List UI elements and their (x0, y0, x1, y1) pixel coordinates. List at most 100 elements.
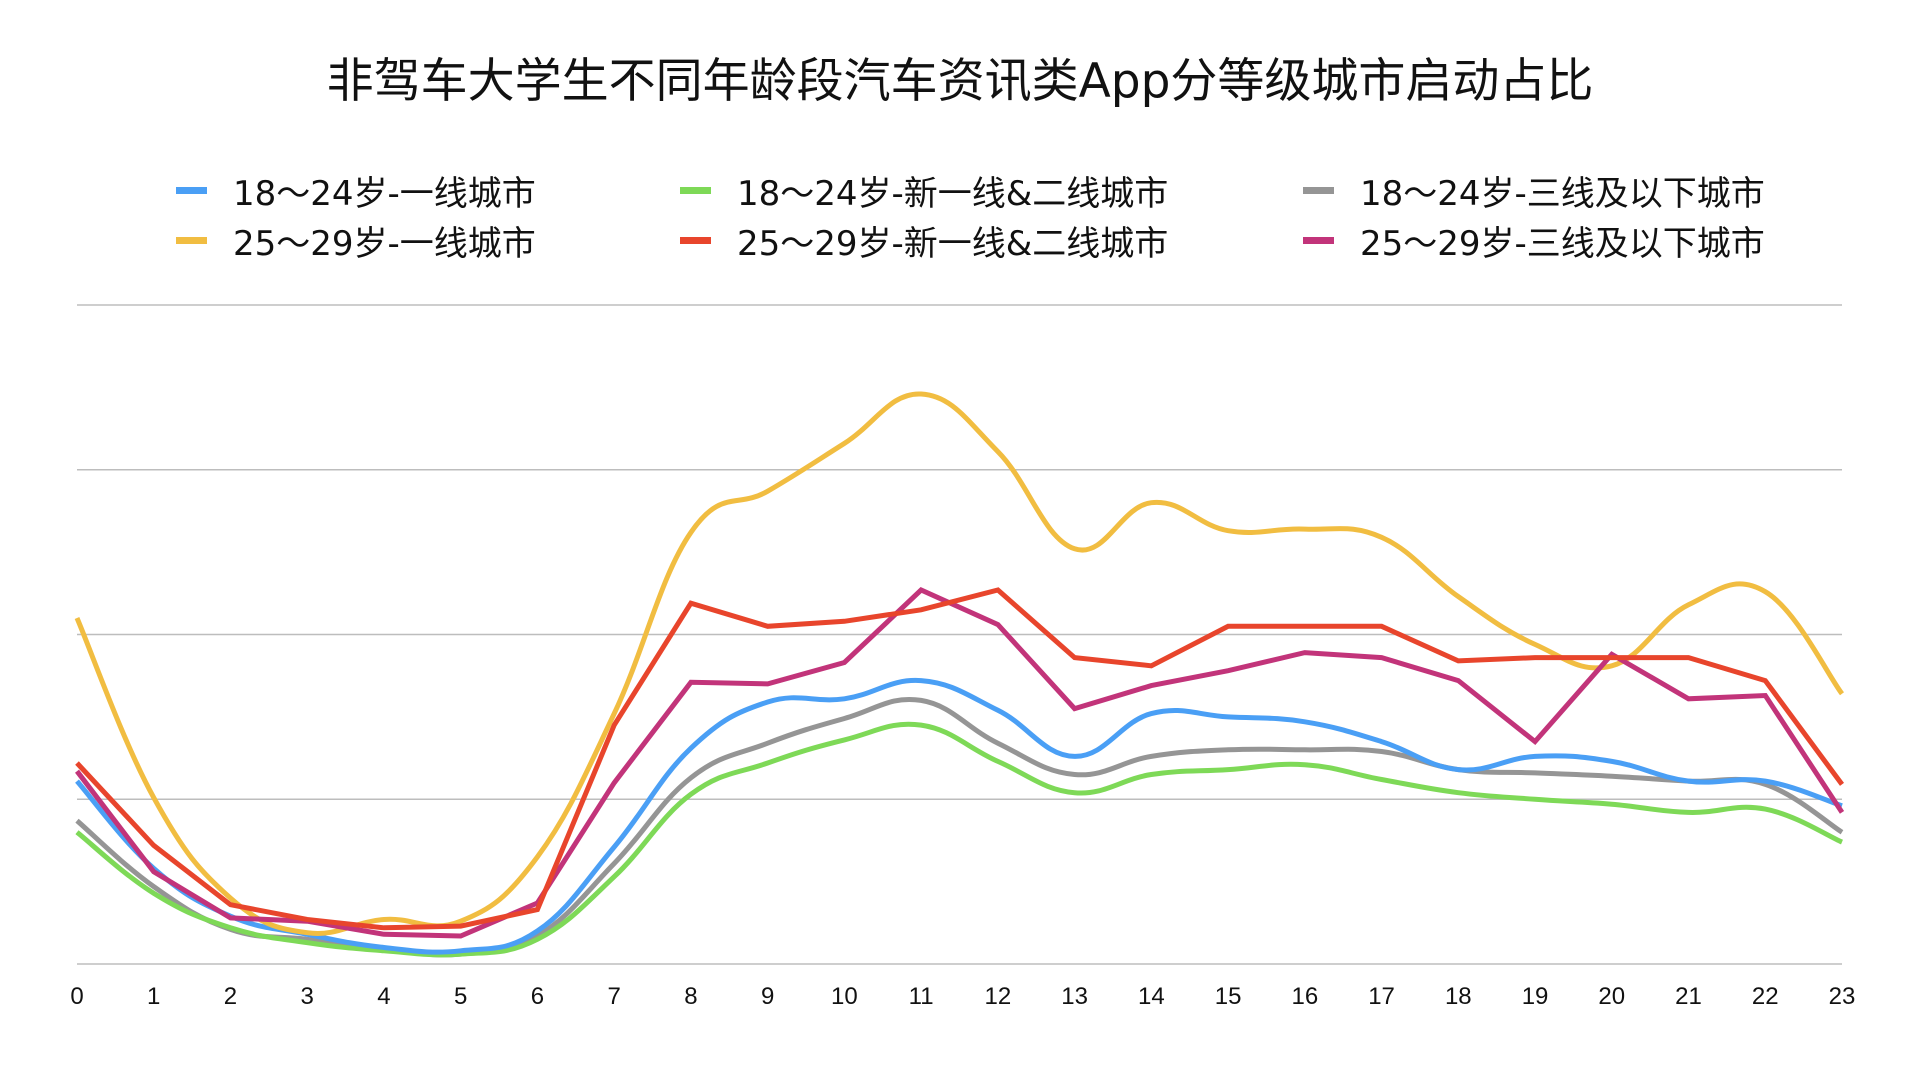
data-point (1839, 829, 1845, 835)
legend-label: 25～29岁-三线及以下城市 (1360, 223, 1765, 264)
x-tick-label: 13 (1061, 983, 1088, 1010)
data-point (1072, 546, 1078, 552)
data-point (1148, 772, 1154, 778)
x-tick-label: 1 (147, 983, 160, 1010)
data-point (1762, 693, 1768, 699)
data-point (688, 529, 694, 535)
data-point (1839, 809, 1845, 815)
series-line-1 (75, 721, 1844, 958)
data-point (841, 440, 847, 446)
series-lines (74, 391, 1845, 958)
x-tick-label: 21 (1675, 983, 1702, 1010)
data-point (1072, 706, 1078, 712)
data-point (1225, 623, 1231, 629)
data-point (611, 861, 617, 867)
data-point (1379, 623, 1385, 629)
x-tick-label: 4 (377, 983, 390, 1010)
data-point (611, 874, 617, 880)
data-point (381, 925, 387, 931)
data-point (1072, 753, 1078, 759)
data-point (1379, 777, 1385, 783)
data-point (1148, 500, 1154, 506)
data-point (1072, 790, 1078, 796)
data-point (1686, 655, 1692, 661)
data-point (918, 678, 924, 684)
x-tick-label: 8 (684, 983, 697, 1010)
data-point (1225, 668, 1231, 674)
data-point (611, 722, 617, 728)
data-point (1532, 641, 1538, 647)
data-point (458, 933, 464, 939)
x-tick-label: 5 (454, 983, 467, 1010)
data-point (1609, 655, 1615, 661)
data-point (458, 923, 464, 929)
data-point (74, 760, 80, 766)
legend-item-18-24-tier1[interactable]: 18～24岁-一线城市 (176, 170, 536, 214)
data-point (918, 391, 924, 397)
x-tick-label: 17 (1368, 983, 1395, 1010)
data-point (1455, 790, 1461, 796)
legend-label: 25～29岁-一线城市 (233, 223, 536, 264)
data-point (534, 928, 540, 934)
data-point (534, 936, 540, 942)
x-tick-label: 6 (531, 983, 544, 1010)
data-point (841, 618, 847, 624)
x-tick-label: 19 (1522, 983, 1549, 1010)
x-tick-label: 3 (301, 983, 314, 1010)
data-point (918, 607, 924, 613)
data-point (765, 760, 771, 766)
legend-item-18-24-tier3-below[interactable]: 18～24岁-三线及以下城市 (1303, 170, 1765, 214)
data-point (151, 795, 157, 801)
data-point (1302, 623, 1308, 629)
data-point (1225, 747, 1231, 753)
data-point (304, 917, 310, 923)
data-point (995, 622, 1001, 628)
data-point (1686, 778, 1692, 784)
legend-swatch (680, 186, 711, 194)
legend-swatch (680, 236, 711, 244)
data-point (1455, 594, 1461, 600)
data-point (688, 600, 694, 606)
legend-item-25-29-newtier1-tier2[interactable]: 25～29岁-新一线&二线城市 (680, 220, 1168, 264)
data-point (995, 587, 1001, 593)
data-point (1532, 770, 1538, 776)
data-point (228, 925, 234, 931)
legend-swatch (1303, 236, 1334, 244)
legend-swatch (1303, 186, 1334, 194)
legend-item-18-24-newtier1-tier2[interactable]: 18～24岁-新一线&二线城市 (680, 170, 1168, 214)
data-point (995, 449, 1001, 455)
data-point (1686, 602, 1692, 608)
data-point (74, 818, 80, 824)
legend-item-25-29-tier1[interactable]: 25～29岁-一线城市 (176, 220, 536, 264)
data-point (1302, 747, 1308, 753)
data-point (1609, 758, 1615, 764)
data-point (304, 930, 310, 936)
series-line-3 (74, 391, 1845, 936)
legend-item-25-29-tier3-below[interactable]: 25～29岁-三线及以下城市 (1303, 220, 1765, 264)
legend-label: 18～24岁-一线城市 (233, 173, 536, 214)
data-point (1225, 528, 1231, 534)
data-point (1839, 691, 1845, 697)
data-point (918, 722, 924, 728)
data-point (841, 737, 847, 743)
x-tick-label: 22 (1752, 983, 1779, 1010)
data-point (1686, 696, 1692, 702)
data-point (1532, 753, 1538, 759)
data-point (1148, 753, 1154, 759)
data-point (381, 917, 387, 923)
x-axis-tick-labels: 0 1 2 3 4 5 6 7 8 9 10 11 12 13 14 15 16 17 18 19 20 21 22 23 (70, 983, 1855, 1010)
data-point (74, 768, 80, 774)
data-point (74, 829, 80, 835)
data-point (841, 660, 847, 666)
data-point (1148, 663, 1154, 669)
x-tick-label: 0 (70, 983, 83, 1010)
series-line-5 (75, 587, 1845, 939)
data-point (1302, 762, 1308, 768)
data-point (304, 940, 310, 946)
x-tick-label: 12 (985, 983, 1012, 1010)
data-point (1609, 801, 1615, 807)
data-point (995, 758, 1001, 764)
data-point (841, 696, 847, 702)
data-point (1379, 739, 1385, 745)
chart-title: 非驾车大学生不同年龄段汽车资讯类App分等级城市启动占比 (326, 54, 1594, 109)
